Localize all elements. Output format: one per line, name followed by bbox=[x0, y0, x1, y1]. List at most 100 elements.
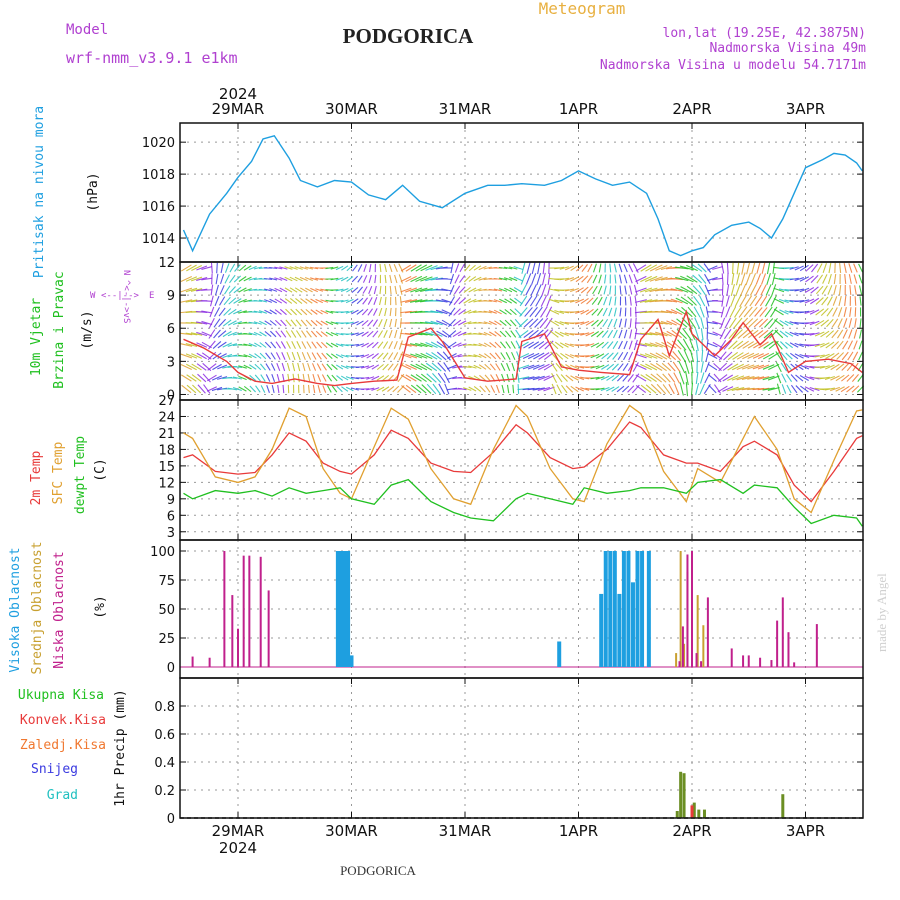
wind-vector bbox=[186, 374, 197, 382]
wind-vector bbox=[841, 363, 850, 371]
wind-vector bbox=[821, 285, 828, 295]
wind-vector bbox=[345, 333, 354, 335]
wind-vector bbox=[628, 351, 634, 361]
wind-vector bbox=[243, 288, 252, 292]
wind-vector bbox=[748, 318, 759, 328]
cloud-low-bar bbox=[781, 597, 784, 667]
wind-vector bbox=[405, 384, 417, 394]
wind-vector bbox=[649, 352, 663, 360]
cloud-high-bar bbox=[617, 593, 622, 667]
wind-vector bbox=[581, 275, 589, 283]
wind-vector bbox=[322, 385, 327, 393]
wind-vector bbox=[537, 386, 551, 392]
wind-vector bbox=[824, 387, 836, 391]
wind-vector bbox=[837, 318, 843, 328]
wind-vector bbox=[463, 366, 472, 368]
wind-vector bbox=[304, 266, 314, 270]
wind-vector bbox=[592, 274, 598, 284]
wind-vector bbox=[635, 374, 647, 382]
wind-vector bbox=[493, 299, 502, 303]
year-label-top: 2024 bbox=[219, 85, 257, 103]
wind-vector bbox=[781, 384, 787, 394]
wind-vector bbox=[248, 332, 257, 336]
wind-vector bbox=[590, 331, 600, 337]
wind-vector bbox=[608, 296, 612, 306]
wind-vector bbox=[700, 328, 704, 340]
wind-vector bbox=[770, 295, 777, 307]
wind-vector bbox=[799, 353, 810, 359]
wind-vector bbox=[506, 384, 510, 394]
cloud-mid-bar bbox=[679, 551, 682, 667]
wind-vector bbox=[814, 354, 825, 358]
wind-vector bbox=[523, 329, 534, 339]
wind-vector bbox=[393, 340, 398, 350]
wind-vector bbox=[595, 376, 605, 380]
wind-vector bbox=[341, 386, 349, 392]
wind-vector bbox=[585, 320, 595, 326]
wind-vector bbox=[377, 352, 384, 360]
wind-vector bbox=[450, 262, 454, 274]
wind-vector bbox=[243, 364, 252, 370]
wind-vector bbox=[773, 277, 785, 281]
wind-vector bbox=[468, 354, 477, 358]
wind-vector bbox=[554, 320, 564, 326]
wind-vector bbox=[616, 385, 625, 393]
wind-vector bbox=[438, 383, 446, 395]
wind-vector bbox=[623, 329, 628, 339]
wind-vector bbox=[325, 331, 334, 337]
cloud-low-bar bbox=[706, 597, 709, 667]
wind-vector bbox=[619, 285, 622, 295]
wind-vector bbox=[736, 352, 750, 360]
wind-vector bbox=[315, 309, 323, 315]
wind-vector bbox=[435, 309, 448, 315]
wind-vector bbox=[207, 374, 217, 382]
wind-vector bbox=[753, 330, 764, 338]
wind-vector bbox=[320, 299, 329, 303]
wind-vector bbox=[531, 261, 536, 275]
wind-vector bbox=[789, 277, 799, 281]
wind-vector bbox=[660, 320, 673, 326]
wind-vector bbox=[686, 285, 698, 295]
wind-vector bbox=[835, 363, 845, 371]
wind-vector bbox=[580, 332, 590, 336]
precip-label-frz: Zaledj.Kisa bbox=[20, 738, 106, 753]
wind-vector bbox=[794, 288, 805, 292]
temp-tick-label: 3 bbox=[167, 526, 175, 541]
temp-tick-label: 12 bbox=[158, 476, 175, 491]
wind-vector bbox=[704, 273, 711, 285]
wind-vector bbox=[196, 352, 207, 360]
wind-vector bbox=[379, 263, 382, 273]
wind-vector bbox=[264, 320, 272, 326]
wind-vector bbox=[720, 317, 726, 329]
precip-label-hail: Grad bbox=[47, 788, 78, 803]
wind-vector bbox=[399, 285, 403, 295]
wind-vector bbox=[420, 264, 433, 272]
wind-vector bbox=[363, 263, 367, 273]
wind-vector bbox=[686, 264, 698, 272]
wind-vector bbox=[389, 274, 393, 284]
wind-vector bbox=[448, 296, 456, 306]
wind-vector bbox=[243, 332, 252, 336]
wind-vector bbox=[696, 349, 699, 363]
wind-vector bbox=[837, 307, 843, 317]
wind-vector bbox=[518, 329, 529, 339]
wind-vector bbox=[441, 277, 453, 281]
wind-vector bbox=[628, 274, 633, 284]
wind-vector bbox=[306, 330, 312, 338]
wind-vector bbox=[410, 353, 423, 359]
wind-vector bbox=[366, 342, 374, 348]
wind-vector bbox=[335, 300, 344, 302]
wind-vector bbox=[619, 274, 622, 284]
pressure-tick-label: 1014 bbox=[142, 232, 175, 247]
wind-vector bbox=[224, 263, 230, 273]
wind-vector bbox=[274, 319, 282, 327]
wind-vector bbox=[575, 298, 585, 304]
wind-vector bbox=[206, 386, 218, 392]
wind-vector bbox=[816, 274, 824, 284]
wind-vector bbox=[545, 306, 553, 318]
wind-vector bbox=[326, 352, 333, 360]
wind-vector bbox=[833, 284, 837, 296]
wind-vector bbox=[382, 341, 389, 349]
wind-vector bbox=[229, 263, 236, 273]
